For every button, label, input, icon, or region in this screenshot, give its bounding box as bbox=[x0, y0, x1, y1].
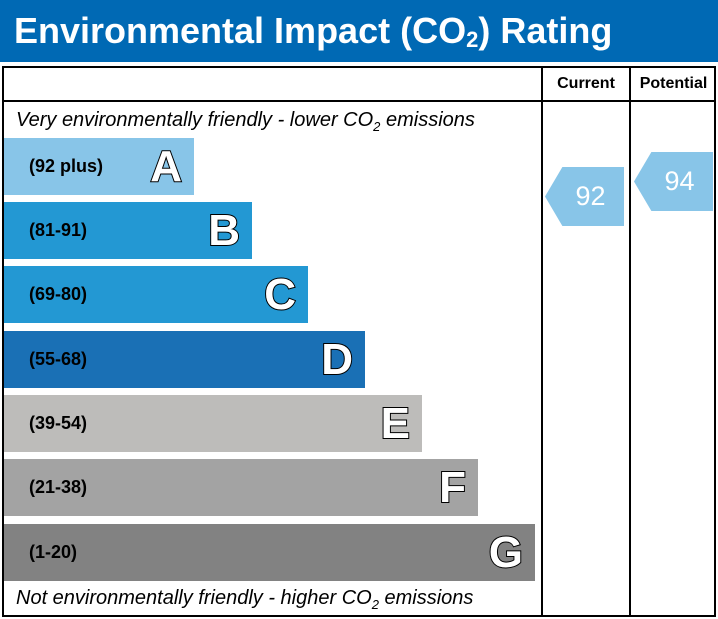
note-sub: 2 bbox=[373, 119, 381, 134]
potential-rating-value: 94 bbox=[664, 166, 695, 196]
band-letter: C bbox=[263, 269, 297, 320]
band-letter: B bbox=[207, 205, 241, 256]
potential-rating-arrow: 94 bbox=[634, 152, 713, 211]
current-rating-value: 92 bbox=[575, 181, 606, 211]
band-f: (21-38) F bbox=[4, 459, 478, 516]
title-text: Environmental Impact (CO bbox=[14, 10, 467, 51]
note-sub: 2 bbox=[371, 597, 379, 612]
title-text-end: ) Rating bbox=[478, 10, 613, 51]
header-divider bbox=[2, 100, 716, 102]
band-b: (81-91) B bbox=[4, 202, 252, 259]
band-range: (21-38) bbox=[29, 477, 88, 497]
band-range: (1-20) bbox=[29, 542, 78, 562]
note-text: Not environmentally friendly - higher CO bbox=[16, 587, 372, 609]
band-g: (1-20) G bbox=[4, 524, 535, 581]
band-range: (69-80) bbox=[29, 284, 88, 304]
current-header: Current bbox=[557, 75, 615, 92]
top-note: Very environmentally friendly - lower CO… bbox=[16, 109, 475, 134]
page-title: Environmental Impact (CO2) Rating bbox=[0, 0, 718, 62]
column-divider bbox=[541, 66, 543, 617]
band-letter: F bbox=[438, 462, 467, 513]
band-e: (39-54) E bbox=[4, 395, 422, 452]
band-letter: E bbox=[380, 398, 411, 449]
band-range: (39-54) bbox=[29, 413, 88, 433]
note-text: emissions bbox=[380, 109, 475, 131]
band-letter: G bbox=[488, 527, 524, 578]
potential-header: Potential bbox=[639, 75, 708, 92]
band-range: (92 plus) bbox=[29, 156, 104, 176]
column-divider bbox=[629, 66, 631, 617]
note-text: emissions bbox=[378, 587, 474, 609]
note-text: Very environmentally friendly - lower CO bbox=[16, 109, 374, 131]
band-a: (92 plus) A bbox=[4, 138, 194, 195]
band-range: (81-91) bbox=[29, 220, 88, 240]
current-rating-arrow: 92 bbox=[545, 167, 624, 226]
band-c: (69-80) C bbox=[4, 266, 308, 323]
band-range: (55-68) bbox=[29, 349, 88, 369]
bottom-note: Not environmentally friendly - higher CO… bbox=[16, 587, 473, 612]
rating-table bbox=[2, 66, 716, 617]
band-d: (55-68) D bbox=[4, 331, 365, 388]
title-subscript: 2 bbox=[466, 27, 479, 52]
band-letter: D bbox=[320, 334, 354, 385]
band-letter: A bbox=[149, 141, 183, 192]
